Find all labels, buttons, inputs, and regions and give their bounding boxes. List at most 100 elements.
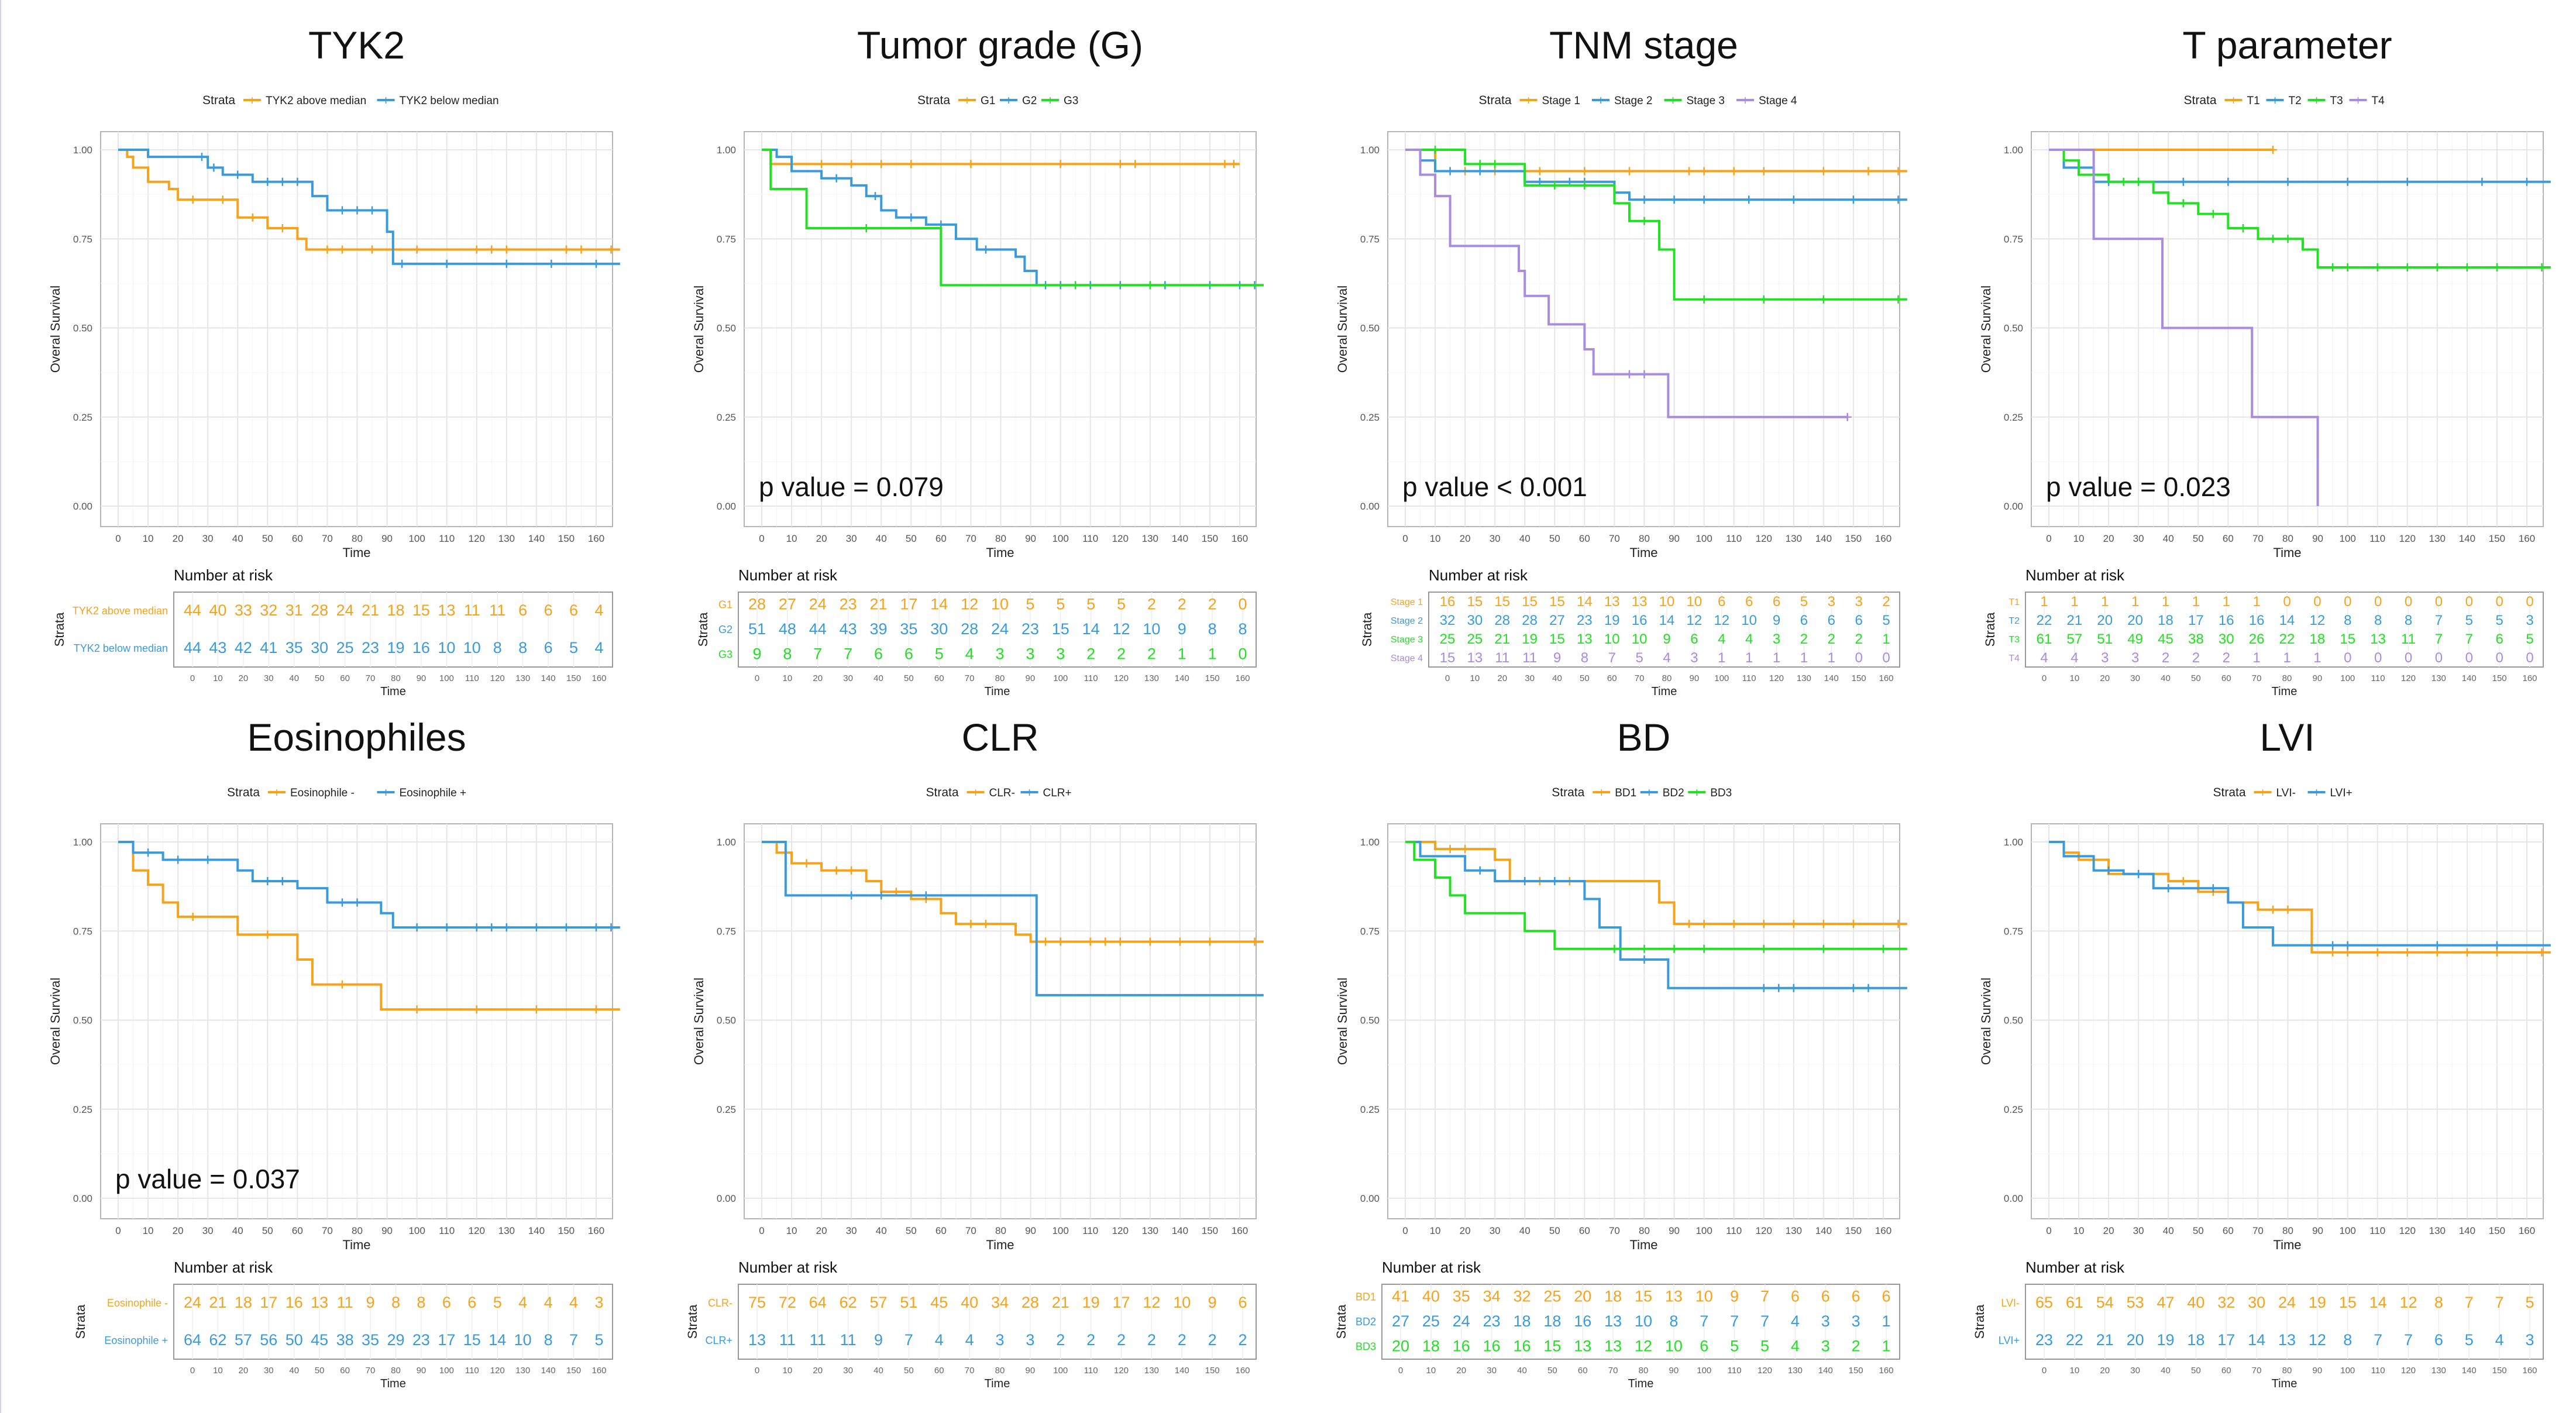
x-tick-label: 40 (232, 1225, 243, 1236)
risk-count: 17 (1112, 1294, 1130, 1311)
risk-count: 41 (1392, 1287, 1409, 1305)
risk-count: 27 (1549, 613, 1565, 628)
risk-count: 18 (387, 601, 404, 619)
legend-label: Stage 4 (1759, 95, 1797, 107)
censor-mark (832, 174, 841, 183)
risk-row-label: Stage 1 (1391, 597, 1423, 607)
risk-count: 17 (2188, 613, 2204, 628)
x-tick-label: 110 (439, 1225, 455, 1236)
censor-mark (233, 170, 242, 179)
x-tick-label: 100 (408, 1225, 425, 1236)
x-tick-label: 80 (1639, 1225, 1650, 1236)
risk-count: 2 (1147, 1331, 1156, 1349)
risk-count: 10 (514, 1331, 532, 1349)
risk-count: 2 (1147, 645, 1156, 663)
risk-y-label: Strata (685, 1304, 700, 1339)
risk-count: 0 (2313, 594, 2321, 610)
risk-x-tick-label: 120 (490, 1366, 505, 1376)
risk-x-tick-label: 140 (541, 673, 556, 683)
risk-count: 6 (1238, 1294, 1247, 1311)
censor-mark (877, 891, 886, 900)
legend-label: G1 (981, 95, 995, 107)
censor-mark (1819, 944, 1828, 953)
x-tick-label: 150 (2489, 533, 2505, 544)
censor-mark (1849, 195, 1858, 204)
risk-x-tick-label: 50 (2191, 673, 2201, 683)
risk-x-tick-label: 80 (2282, 673, 2292, 683)
censor-mark (2283, 235, 2292, 243)
legend-key-plus: + (2259, 785, 2267, 800)
risk-count: 8 (544, 1331, 553, 1349)
risk-count: 35 (362, 1331, 379, 1349)
x-tick-label: 10 (2073, 533, 2085, 544)
risk-x-tick-label: 30 (264, 673, 274, 683)
censor-mark (2492, 941, 2501, 950)
censor-mark (412, 1005, 421, 1014)
x-tick-label: 100 (1052, 533, 1068, 544)
legend-key-plus: + (1645, 785, 1653, 800)
chart-title: Tumor grade (G) (857, 23, 1143, 67)
x-tick-label: 20 (2103, 1225, 2114, 1236)
risk-count: 24 (809, 595, 827, 613)
censor-mark (2343, 941, 2352, 950)
x-tick-label: 50 (906, 1225, 917, 1236)
risk-x-tick-label: 10 (2070, 673, 2080, 683)
risk-x-tick-label: 160 (1879, 673, 1893, 683)
y-tick-label: 0.00 (73, 501, 92, 512)
legend-label: BD1 (1615, 787, 1636, 799)
risk-count: 32 (2217, 1294, 2235, 1311)
risk-count: 34 (1483, 1287, 1501, 1305)
risk-count: 15 (412, 601, 430, 619)
risk-count: 21 (362, 601, 379, 619)
risk-x-tick-label: 50 (315, 673, 325, 683)
risk-count: 57 (869, 1294, 887, 1311)
chart-title: T parameter (2182, 23, 2392, 67)
x-tick-label: 0 (115, 533, 121, 544)
risk-x-tick-label: 10 (1470, 673, 1480, 683)
censor-mark (1550, 181, 1559, 190)
risk-row-label: TYK2 below median (74, 642, 168, 654)
censor-mark (1446, 167, 1454, 176)
risk-count: 2 (1117, 1331, 1126, 1349)
risk-count: 51 (748, 620, 766, 638)
x-tick-label: 110 (1082, 1225, 1098, 1236)
x-tick-label: 20 (173, 533, 184, 544)
x-tick-label: 60 (936, 1225, 947, 1236)
x-tick-label: 130 (2429, 533, 2446, 544)
risk-y-label: Strata (1334, 1304, 1349, 1339)
risk-count: 2 (1117, 645, 1126, 663)
risk-count: 6 (2434, 1331, 2443, 1349)
censor-mark (263, 177, 272, 186)
risk-count: 23 (2035, 1331, 2053, 1349)
risk-count: 18 (2310, 631, 2326, 647)
censor-mark (847, 891, 856, 900)
censor-mark (862, 224, 871, 232)
risk-count: 11 (337, 1294, 353, 1311)
x-tick-label: 0 (1402, 533, 1408, 544)
survival-curve-0 (118, 149, 620, 251)
risk-count: 41 (260, 639, 277, 656)
risk-table-title: Number at risk (2025, 566, 2125, 584)
x-tick-label: 60 (292, 1225, 303, 1236)
risk-count: 0 (1238, 645, 1247, 663)
risk-x-tick-label: 150 (566, 1366, 581, 1376)
risk-count: 6 (1852, 1287, 1860, 1305)
risk-count: 5 (2525, 1294, 2534, 1311)
y-tick-label: 0.25 (73, 1104, 92, 1115)
risk-count: 15 (1467, 594, 1483, 610)
censor-mark (472, 923, 481, 932)
risk-count: 0 (1855, 650, 1862, 666)
risk-x-tick-label: 110 (1084, 673, 1098, 683)
risk-count: 1 (2162, 594, 2169, 610)
x-tick-label: 40 (876, 533, 887, 544)
risk-count: 3 (1773, 631, 1780, 647)
risk-count: 2 (1882, 594, 1890, 610)
risk-x-tick-label: 90 (1026, 1366, 1036, 1376)
censor-mark (2179, 199, 2188, 208)
risk-count: 2 (1852, 1338, 1860, 1355)
risk-count: 11 (489, 601, 505, 619)
x-tick-label: 150 (1202, 1225, 1218, 1236)
censor-mark (1700, 295, 1708, 304)
risk-count: 1 (2283, 650, 2290, 666)
risk-x-tick-label: 50 (904, 673, 914, 683)
